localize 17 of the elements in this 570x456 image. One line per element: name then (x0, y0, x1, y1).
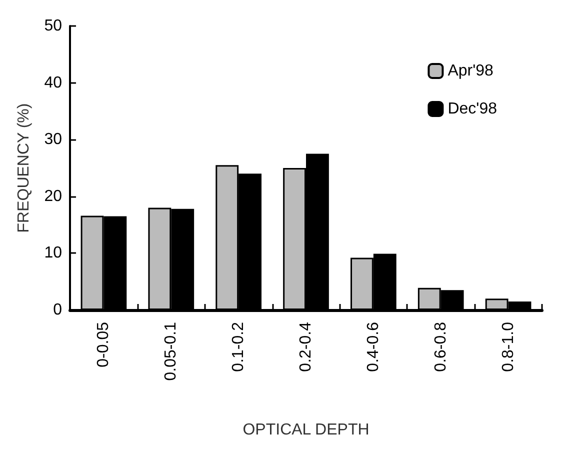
y-tick-label: 0 (53, 302, 62, 318)
x-tick-label: 0.4-0.6 (364, 322, 382, 372)
y-tick-label: 20 (44, 188, 62, 205)
y-axis-title: FREQUENCY (%) (16, 103, 32, 233)
legend-label: Apr'98 (448, 62, 494, 80)
x-tick-label: 0.2-0.4 (298, 322, 314, 372)
x-tick-label: 0.05-0.1 (162, 322, 180, 381)
legend-label: Dec'98 (448, 100, 498, 118)
y-tick-label: 50 (44, 18, 62, 34)
y-tick-label: 10 (44, 244, 62, 262)
x-tick-label: 0.6-0.8 (432, 322, 450, 372)
y-tick-label: 40 (44, 74, 62, 92)
x-tick-label: 0-0.05 (95, 322, 112, 368)
x-axis-title: OPTICAL DEPTH (242, 422, 370, 438)
x-tick-label: 0.1-0.2 (230, 322, 248, 372)
x-tick-label: 0.8-1.0 (500, 322, 517, 372)
y-tick-label: 30 (44, 131, 62, 148)
